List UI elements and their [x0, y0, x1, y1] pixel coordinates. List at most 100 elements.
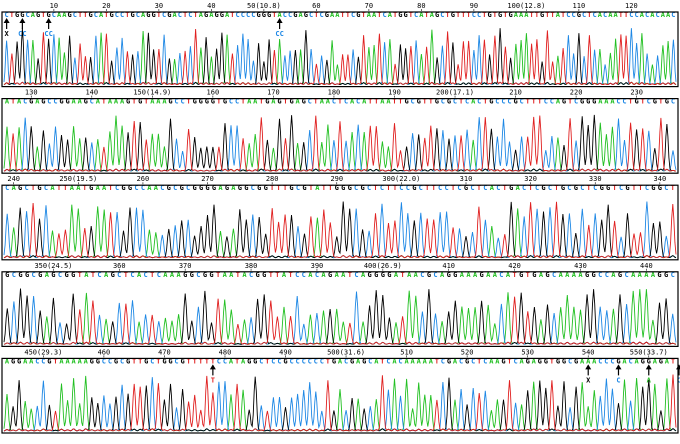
- base-call: C: [332, 98, 336, 106]
- base-call: A: [225, 11, 230, 19]
- position-tick-label: 30: [155, 2, 163, 10]
- base-call: C: [251, 184, 255, 192]
- base-call: C: [157, 271, 161, 279]
- base-call: G: [580, 98, 584, 106]
- base-call: A: [414, 271, 419, 279]
- base-call: A: [473, 271, 478, 279]
- base-call: T: [91, 271, 95, 279]
- base-call: C: [438, 184, 442, 192]
- base-call: A: [315, 184, 320, 192]
- base-call: A: [231, 184, 236, 192]
- base-call: A: [362, 98, 367, 106]
- base-call: T: [235, 357, 239, 365]
- position-tick-label: 310: [460, 175, 473, 183]
- base-call: A: [604, 98, 609, 106]
- base-call: T: [435, 357, 439, 365]
- base-call: T: [199, 357, 203, 365]
- base-call: C: [507, 98, 511, 106]
- position-tick-label: 320: [524, 175, 537, 183]
- base-call: C: [235, 98, 239, 106]
- position-tick-label: 140: [85, 89, 98, 97]
- base-call: C: [186, 184, 190, 192]
- base-call: A: [338, 357, 343, 365]
- base-call: A: [524, 11, 529, 19]
- base-call: C: [513, 357, 517, 365]
- position-tick-label: 370: [179, 262, 192, 270]
- base-call: A: [31, 11, 36, 19]
- base-call: C: [520, 98, 524, 106]
- position-tick-label: 500(31.6): [327, 348, 365, 356]
- base-call: G: [562, 357, 566, 365]
- base-call: T: [368, 98, 372, 106]
- base-call: G: [68, 11, 72, 19]
- base-call: G: [283, 357, 287, 365]
- base-call: T: [10, 11, 14, 19]
- variant-marker-arrowhead: [19, 18, 26, 23]
- base-call: A: [35, 98, 40, 106]
- base-call: C: [535, 184, 539, 192]
- base-call: G: [47, 357, 51, 365]
- trace-t: [3, 374, 677, 432]
- base-call: C: [477, 11, 481, 19]
- base-call: A: [372, 11, 377, 19]
- base-call: G: [435, 98, 439, 106]
- base-call: C: [35, 357, 39, 365]
- base-call: G: [332, 357, 336, 365]
- base-call: G: [203, 271, 207, 279]
- base-call: A: [335, 11, 340, 19]
- base-call: A: [598, 11, 603, 19]
- base-call: A: [650, 11, 655, 19]
- base-call: C: [47, 98, 51, 106]
- base-call: T: [236, 271, 240, 279]
- base-call: C: [320, 357, 324, 365]
- base-call: G: [335, 184, 339, 192]
- position-tick-label: 50(10.8): [247, 2, 281, 10]
- base-call: C: [567, 184, 571, 192]
- base-call: A: [411, 357, 416, 365]
- base-call: T: [205, 357, 209, 365]
- base-call: T: [613, 184, 617, 192]
- base-call: G: [152, 11, 156, 19]
- base-call: G: [199, 184, 203, 192]
- base-call: T: [532, 98, 536, 106]
- base-call: G: [374, 271, 378, 279]
- base-call: G: [328, 271, 332, 279]
- base-call: G: [647, 357, 651, 365]
- base-call: A: [229, 271, 234, 279]
- base-call: G: [89, 184, 93, 192]
- base-call: T: [459, 98, 463, 106]
- variant-marker-label: T: [211, 376, 215, 384]
- base-call: T: [362, 11, 366, 19]
- base-call: G: [138, 98, 142, 106]
- base-call: A: [335, 271, 340, 279]
- base-call: A: [176, 271, 181, 279]
- base-call: A: [539, 271, 544, 279]
- base-call: T: [57, 184, 61, 192]
- base-call: T: [632, 184, 636, 192]
- base-call: C: [136, 11, 140, 19]
- base-call: G: [545, 271, 549, 279]
- base-call: G: [38, 271, 42, 279]
- variant-marker-label: X: [586, 376, 591, 384]
- base-call: G: [293, 11, 297, 19]
- position-tick-label: 100(12.8): [507, 2, 545, 10]
- base-call: T: [545, 11, 549, 19]
- base-call: A: [50, 184, 55, 192]
- base-call: T: [526, 271, 530, 279]
- base-call: A: [356, 357, 361, 365]
- base-call: T: [587, 184, 591, 192]
- base-call: T: [150, 271, 154, 279]
- base-call: A: [423, 357, 428, 365]
- base-call: A: [350, 98, 355, 106]
- base-call: C: [351, 11, 355, 19]
- base-call: T: [550, 357, 554, 365]
- base-call: G: [162, 357, 166, 365]
- base-call: G: [651, 184, 655, 192]
- base-call: C: [308, 98, 312, 106]
- base-call: T: [138, 357, 142, 365]
- base-call: G: [498, 11, 502, 19]
- base-call: C: [134, 184, 138, 192]
- base-call: A: [580, 357, 585, 365]
- base-call: G: [215, 11, 219, 19]
- base-call: G: [538, 357, 542, 365]
